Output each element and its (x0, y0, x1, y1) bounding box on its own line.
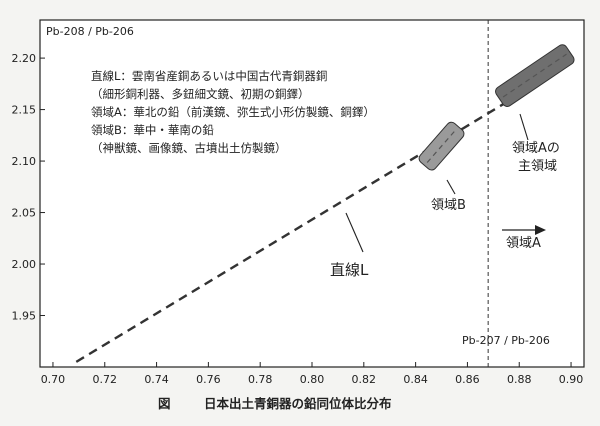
x-ticks: 0.70 0.72 0.74 0.76 0.78 0.80 0.82 0.84 0.86 0.88… (41, 362, 584, 386)
caption-title: 日本出土青銅器の鉛同位体比分布 (204, 396, 392, 411)
region-b-label: 領域B (431, 197, 466, 213)
legend: 直線L：雲南省産銅あるいは中国古代青銅器銅 （細形銅利器、多鈕細文鏡、初期の銅鐸… (91, 69, 375, 155)
legend-line-3: 領域A：華北の鉛（前漢鏡、弥生式小形仿製鏡、銅鐸） (91, 105, 375, 119)
y-tick-label: 1.95 (12, 310, 37, 323)
region-b-shape-centerline (426, 129, 457, 163)
legend-line-5: （神獣鏡、画像鏡、古墳出土仿製鏡） (91, 141, 287, 155)
x-tick-label: 0.90 (559, 373, 584, 386)
caption-label: 図 (158, 396, 171, 411)
legend-line-4: 領域B：華中・華南の鉛 (91, 123, 214, 137)
x-tick-label: 0.80 (300, 373, 325, 386)
x-tick-label: 0.86 (455, 373, 480, 386)
region-a-shape-centerline (502, 53, 567, 98)
x-tick-label: 0.70 (41, 373, 66, 386)
y-tick-label: 2.15 (12, 104, 37, 117)
y-ticks: 1.95 2.00 2.05 2.10 2.15 2.20 (12, 52, 45, 323)
y-tick-label: 2.00 (12, 258, 37, 271)
line-l-leader (345, 212, 364, 253)
y-axis-title: Pb-208 / Pb-206 (46, 25, 134, 38)
x-tick-label: 0.78 (248, 373, 273, 386)
x-tick-label: 0.72 (93, 373, 118, 386)
x-tick-label: 0.84 (403, 373, 428, 386)
region-b-marker (418, 121, 465, 171)
region-a-arrow-head (535, 225, 546, 235)
region-a-main-label-1: 領域Aの (512, 140, 560, 156)
region-a-marker (495, 44, 575, 107)
plot-frame (39, 19, 585, 368)
line-l-label: 直線L (330, 261, 369, 279)
legend-line-2: （細形銅利器、多鈕細文鏡、初期の銅鐸） (91, 87, 310, 101)
legend-line-1: 直線L：雲南省産銅あるいは中国古代青銅器銅 (91, 69, 327, 83)
line-l (75, 62, 572, 363)
region-a-main-label-2: 主領域 (518, 158, 557, 174)
y-tick-label: 2.10 (12, 155, 37, 168)
x-tick-label: 0.82 (352, 373, 377, 386)
x-axis-title: Pb-207 / Pb-206 (462, 334, 550, 347)
x-tick-label: 0.88 (507, 373, 532, 386)
x-tick-label: 0.74 (144, 373, 169, 386)
region-b-leader (446, 179, 456, 195)
y-tick-label: 2.20 (12, 52, 37, 65)
region-a-label: 領域A (506, 235, 541, 251)
region-a-leader (519, 113, 529, 141)
x-tick-label: 0.76 (196, 373, 221, 386)
y-tick-label: 2.05 (12, 207, 37, 220)
